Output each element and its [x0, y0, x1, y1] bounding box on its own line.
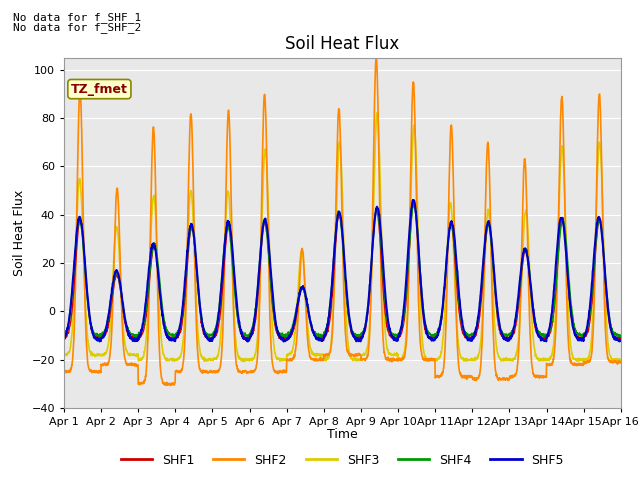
SHF3	[584, 356, 591, 361]
SHF2	[358, 357, 366, 363]
SHF5	[280, 338, 287, 344]
SHF3	[374, 110, 381, 116]
SHF2	[371, 94, 378, 100]
SHF4	[60, 331, 68, 337]
SHF1	[216, 316, 223, 322]
SHF4	[216, 301, 223, 307]
SHF5	[371, 217, 378, 223]
SHF2	[568, 360, 575, 366]
SHF5	[617, 338, 625, 344]
SHF4	[504, 332, 512, 338]
SHF1	[617, 335, 625, 340]
SHF3	[504, 357, 512, 363]
SHF3	[371, 170, 378, 176]
SHF2	[216, 367, 223, 372]
Text: No data for f_SHF_1: No data for f_SHF_1	[13, 12, 141, 23]
SHF4	[617, 333, 625, 339]
X-axis label: Time: Time	[327, 429, 358, 442]
SHF3	[617, 357, 625, 363]
SHF2	[372, 55, 380, 61]
SHF5	[358, 334, 366, 340]
SHF4	[568, 309, 575, 314]
Line: SHF5: SHF5	[64, 200, 621, 341]
SHF1	[371, 216, 378, 222]
SHF4	[410, 199, 418, 205]
SHF3	[215, 346, 223, 352]
SHF5	[584, 324, 591, 330]
SHF2	[617, 360, 625, 365]
SHF1	[208, 337, 216, 343]
SHF3	[358, 352, 366, 358]
SHF5	[409, 197, 417, 203]
SHF1	[584, 330, 591, 336]
SHF4	[584, 324, 591, 330]
SHF1	[504, 335, 512, 341]
Line: SHF3: SHF3	[64, 113, 621, 361]
Title: Soil Heat Flux: Soil Heat Flux	[285, 35, 399, 53]
SHF2	[60, 369, 68, 374]
SHF3	[60, 350, 68, 356]
SHF2	[504, 376, 512, 382]
SHF1	[358, 333, 366, 339]
SHF2	[166, 383, 174, 388]
Line: SHF2: SHF2	[64, 58, 621, 385]
Text: No data for f_SHF_2: No data for f_SHF_2	[13, 22, 141, 33]
SHF5	[568, 316, 575, 322]
SHF4	[358, 329, 366, 335]
SHF4	[205, 334, 212, 340]
SHF1	[410, 199, 418, 204]
SHF5	[504, 336, 512, 342]
Line: SHF1: SHF1	[64, 202, 621, 340]
SHF1	[568, 320, 575, 326]
Text: TZ_fmet: TZ_fmet	[71, 83, 128, 96]
SHF1	[60, 335, 68, 340]
Line: SHF4: SHF4	[64, 202, 621, 337]
SHF5	[60, 335, 68, 341]
Y-axis label: Soil Heat Flux: Soil Heat Flux	[13, 190, 26, 276]
SHF2	[584, 359, 591, 364]
SHF4	[371, 218, 378, 224]
SHF5	[215, 309, 223, 314]
Legend: SHF1, SHF2, SHF3, SHF4, SHF5: SHF1, SHF2, SHF3, SHF4, SHF5	[116, 449, 569, 472]
SHF3	[580, 359, 588, 364]
SHF3	[568, 349, 575, 355]
